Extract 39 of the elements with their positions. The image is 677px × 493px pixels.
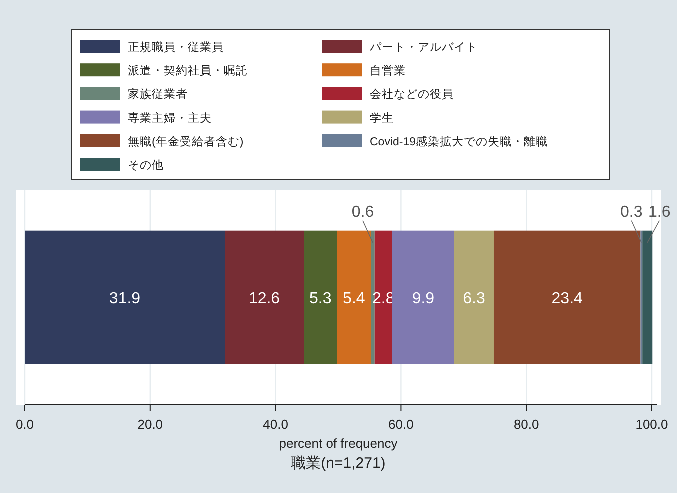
bar [25, 230, 226, 364]
data-label: 6.3 [463, 290, 486, 308]
legend-label: 会社などの役員 [370, 88, 454, 102]
legend-label: 専業主婦・主夫 [128, 110, 212, 125]
bar [304, 230, 338, 364]
legend-label: パート・アルバイト [369, 42, 478, 54]
legend-label: 正規職員・従業員 [128, 40, 224, 54]
data-label: 5.4 [343, 290, 366, 308]
legend-label: 学生 [370, 112, 394, 125]
data-label: 0.6 [352, 204, 374, 221]
bar [454, 230, 494, 364]
data-label: 31.9 [109, 290, 141, 308]
x-tick-label: 0.0 [16, 417, 34, 432]
bar [642, 230, 653, 364]
x-tick-label: 80.0 [514, 417, 540, 432]
legend-label: 自営業 [370, 64, 406, 78]
x-tick-label: 100.0 [636, 417, 668, 432]
bar [225, 230, 304, 364]
text: 職業(n=1,271) [291, 455, 386, 472]
legend-label: 無職(年金受給者含む) [128, 134, 244, 148]
x-tick-label: 40.0 [263, 417, 288, 432]
data-label: 12.6 [248, 290, 280, 308]
bar [337, 230, 372, 364]
data-label: 9.9 [412, 290, 435, 308]
x-tick-label: 20.0 [138, 417, 164, 432]
legend-label: 派遣・契約社員・嘱託 [128, 64, 248, 78]
data-label: 1.6 [648, 204, 671, 221]
bar [494, 230, 641, 364]
bar [392, 230, 454, 364]
legend-label: Covid-19感染拡大での失職・離職 [370, 134, 548, 148]
data-label: 23.4 [552, 290, 584, 308]
bar [374, 230, 392, 364]
bar [371, 230, 375, 364]
x-tick-label: 60.0 [388, 417, 414, 432]
data-label: 0.3 [620, 204, 643, 221]
x-axis-title: percent of frequency [279, 436, 398, 451]
legend-label: その他 [128, 159, 164, 172]
legend-label: 家族従業者 [128, 87, 188, 102]
data-label: 5.3 [310, 290, 332, 308]
